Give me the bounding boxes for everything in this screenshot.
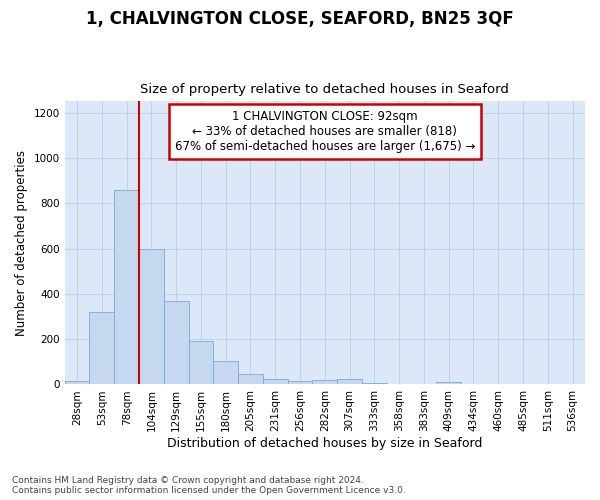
Bar (238, 374, 263, 384)
Bar (436, 382, 461, 384)
Bar (313, 380, 337, 384)
Title: Size of property relative to detached houses in Seaford: Size of property relative to detached ho… (140, 83, 509, 96)
Bar (287, 381, 313, 384)
Bar (188, 342, 214, 384)
X-axis label: Distribution of detached houses by size in Seaford: Distribution of detached houses by size … (167, 437, 482, 450)
Bar (114, 190, 139, 384)
Y-axis label: Number of detached properties: Number of detached properties (15, 150, 28, 336)
Bar (263, 379, 287, 384)
Bar (362, 382, 387, 384)
Bar (89, 312, 114, 384)
Text: 1, CHALVINGTON CLOSE, SEAFORD, BN25 3QF: 1, CHALVINGTON CLOSE, SEAFORD, BN25 3QF (86, 10, 514, 28)
Bar (139, 248, 164, 384)
Bar (214, 360, 238, 384)
Text: 1 CHALVINGTON CLOSE: 92sqm
← 33% of detached houses are smaller (818)
67% of sem: 1 CHALVINGTON CLOSE: 92sqm ← 33% of deta… (175, 110, 475, 153)
Bar (337, 379, 362, 384)
Bar (164, 300, 188, 384)
Text: Contains HM Land Registry data © Crown copyright and database right 2024.
Contai: Contains HM Land Registry data © Crown c… (12, 476, 406, 495)
Bar (65, 381, 89, 384)
